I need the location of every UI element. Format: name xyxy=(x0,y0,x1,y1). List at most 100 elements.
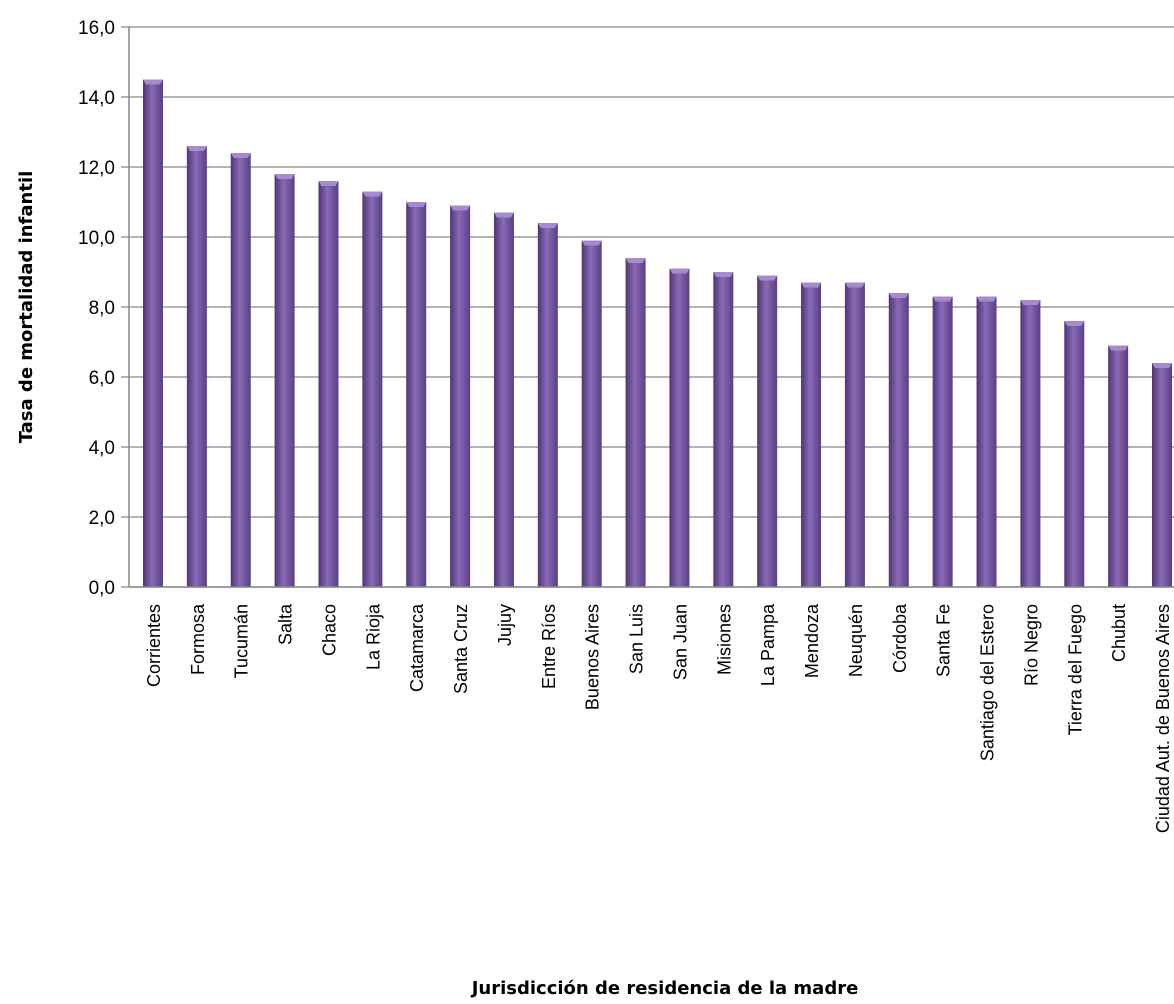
bar xyxy=(625,258,646,587)
y-axis-title: Tasa de mortalidad infantil xyxy=(16,171,37,444)
bar xyxy=(143,79,163,587)
x-tick-label: Tucumán xyxy=(232,604,252,678)
y-tick-label: 4,0 xyxy=(89,438,115,459)
bar-body xyxy=(537,223,558,587)
bar-cap xyxy=(581,240,602,246)
bar xyxy=(537,223,558,587)
bar-body xyxy=(1152,363,1173,587)
bar-body xyxy=(406,202,427,587)
bar-body xyxy=(581,240,602,587)
x-axis-categories: Corrientes Formosa Tucumán Salta Chaco La Rio… xyxy=(144,603,1173,833)
y-tick-label: 12,0 xyxy=(78,158,115,179)
bar-body xyxy=(625,258,646,587)
bar xyxy=(581,240,602,587)
x-tick-label: Salta xyxy=(276,603,296,645)
bar-body xyxy=(362,191,383,587)
x-tick-label: Corrientes xyxy=(144,604,164,687)
y-tick-label: 2,0 xyxy=(89,508,115,529)
x-tick-label: San Juan xyxy=(670,604,690,680)
bar-body xyxy=(1020,300,1041,587)
bar xyxy=(186,146,207,587)
bar xyxy=(844,282,865,587)
x-tick-label: Santa Fe xyxy=(934,604,954,677)
bar-cap xyxy=(801,282,822,288)
bar xyxy=(669,268,690,587)
bar-cap xyxy=(1064,321,1085,326)
bar xyxy=(493,212,514,587)
x-tick-label: Misiones xyxy=(714,604,734,675)
bar-cap xyxy=(318,181,339,186)
bar-cap xyxy=(1108,345,1129,351)
bar xyxy=(274,174,295,587)
x-tick-label: La Rioja xyxy=(363,603,383,670)
x-tick-label: Formosa xyxy=(188,603,208,675)
gridlines xyxy=(121,26,1174,588)
bar-body xyxy=(932,296,953,587)
y-tick-label: 14,0 xyxy=(78,88,115,109)
bar xyxy=(713,272,734,587)
x-axis-title: Jurisdicción de residencia de la madre xyxy=(470,978,859,999)
bar-body xyxy=(976,296,997,587)
bar-cap xyxy=(186,146,207,151)
y-tick-label: 0,0 xyxy=(89,578,115,599)
bar xyxy=(1152,363,1173,587)
bar xyxy=(976,296,997,587)
bar xyxy=(888,293,909,587)
y-tick-label: 8,0 xyxy=(89,298,115,319)
bar-body xyxy=(143,79,163,587)
bar-body xyxy=(1064,321,1085,587)
bar-cap xyxy=(143,79,163,85)
x-tick-label: Neuquén xyxy=(846,604,866,677)
x-tick-label: Buenos Aires xyxy=(583,604,603,710)
bar-cap xyxy=(230,153,251,158)
bar-cap xyxy=(406,202,427,207)
x-tick-label: Santa Cruz xyxy=(451,604,471,694)
bar-body xyxy=(757,275,778,587)
x-tick-label: Entre Ríos xyxy=(539,604,559,689)
bar-cap xyxy=(888,293,909,298)
bar-body xyxy=(713,272,734,587)
bar-body xyxy=(669,268,690,587)
bar-cap xyxy=(274,174,295,179)
bar xyxy=(1020,300,1041,587)
bar xyxy=(932,296,953,587)
bar-body xyxy=(318,181,339,587)
x-tick-label: Córdoba xyxy=(890,603,910,673)
y-tick-label: 16,0 xyxy=(78,18,115,39)
x-tick-label: Ciudad Aut. de Buenos Aires xyxy=(1153,604,1173,833)
bar-body xyxy=(801,282,822,587)
bar xyxy=(230,153,251,587)
bar-cap xyxy=(493,212,514,218)
x-tick-label: Chaco xyxy=(319,604,339,656)
bar-body xyxy=(888,293,909,587)
bar-cap xyxy=(1020,300,1041,305)
bar-cap xyxy=(713,272,734,277)
x-tick-label: Catamarca xyxy=(407,603,427,692)
bar-cap xyxy=(757,275,778,281)
bar-body xyxy=(493,212,514,587)
bar-cap xyxy=(362,191,383,197)
bar xyxy=(450,205,471,587)
bar-body xyxy=(844,282,865,587)
x-tick-label: San Luis xyxy=(627,604,647,674)
bar xyxy=(362,191,383,587)
x-tick-label: Jujuy xyxy=(495,604,515,646)
bar-body xyxy=(450,205,471,587)
y-axis-ticks: 0,0 2,0 4,0 6,0 8,0 10,0 12,0 14,0 16,0 xyxy=(78,18,115,599)
bar-cap xyxy=(669,268,690,274)
x-tick-label: Santiago del Estero xyxy=(978,604,998,761)
x-tick-label: Río Negro xyxy=(1021,604,1041,686)
bar-body xyxy=(186,146,207,587)
bar-cap xyxy=(844,282,865,288)
bar-cap xyxy=(625,258,646,263)
bar xyxy=(757,275,778,587)
bar xyxy=(318,181,339,587)
x-tick-label: Chubut xyxy=(1109,604,1129,662)
bars xyxy=(143,79,1173,587)
bar-body xyxy=(274,174,295,587)
x-tick-label: La Pampa xyxy=(758,603,778,686)
y-tick-label: 10,0 xyxy=(78,228,115,249)
bar-cap xyxy=(537,223,558,228)
bar xyxy=(801,282,822,587)
bar-cap xyxy=(932,296,953,302)
